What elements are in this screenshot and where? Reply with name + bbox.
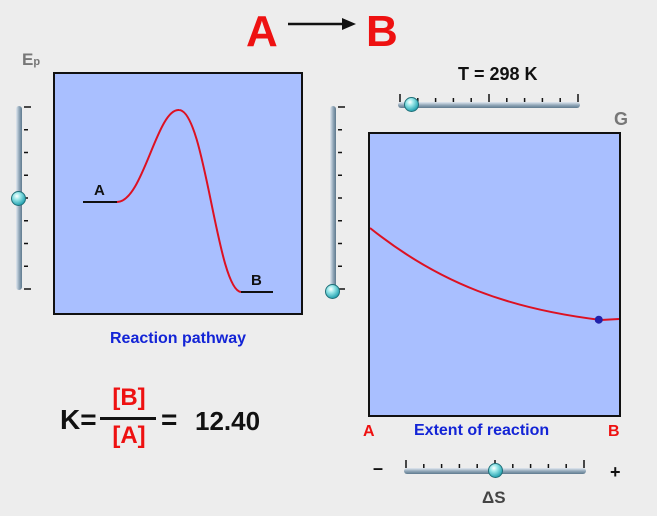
temperature-label: T = 298 K: [458, 64, 538, 84]
energy-profile-plot: A B: [83, 108, 273, 293]
entropy-label: ΔS: [482, 488, 506, 507]
energy-slider-left-knob[interactable]: [11, 191, 26, 206]
free-energy-curve: [370, 227, 619, 322]
ep-axis-subscript: p: [33, 56, 41, 68]
extent-end-label: B: [608, 423, 620, 440]
energy-slider-right-knob[interactable]: [325, 284, 340, 299]
reaction-pathway-caption: Reaction pathway: [109, 330, 247, 347]
extent-start-label: A: [363, 423, 375, 440]
ep-axis-letter: E: [22, 50, 34, 69]
product-level-label: B: [251, 272, 262, 289]
k-label: K=: [60, 404, 97, 435]
fraction-bar: [100, 417, 156, 420]
extent-of-reaction-caption: Extent of reaction: [414, 422, 550, 439]
k-denominator: [A]: [112, 422, 146, 449]
temperature-slider-track[interactable]: [398, 102, 580, 108]
equilibrium-point: [594, 315, 603, 324]
k-equals-sign: =: [161, 404, 178, 435]
entropy-plus-label: +: [610, 462, 621, 482]
energy-slider-right-track[interactable]: [330, 106, 336, 292]
reactant-title: A: [246, 7, 278, 56]
ep-axis-label: Ep: [22, 50, 40, 70]
k-numerator: [B]: [112, 384, 146, 411]
energy-profile-curve: [116, 108, 242, 293]
reaction-arrow-icon: [288, 18, 356, 30]
g-axis-label: G: [614, 109, 629, 129]
energy-profile-panel: A B: [53, 72, 303, 315]
reactant-level-label: A: [94, 182, 105, 199]
free-energy-panel: [368, 132, 621, 417]
temperature-slider-knob[interactable]: [403, 97, 419, 112]
entropy-minus-label: –: [373, 458, 384, 478]
product-title: B: [366, 7, 398, 56]
k-value: 12.40: [195, 406, 261, 436]
energy-slider-right-ticks: [338, 106, 345, 290]
entropy-slider-knob[interactable]: [488, 463, 503, 478]
free-energy-plot: [370, 227, 619, 324]
